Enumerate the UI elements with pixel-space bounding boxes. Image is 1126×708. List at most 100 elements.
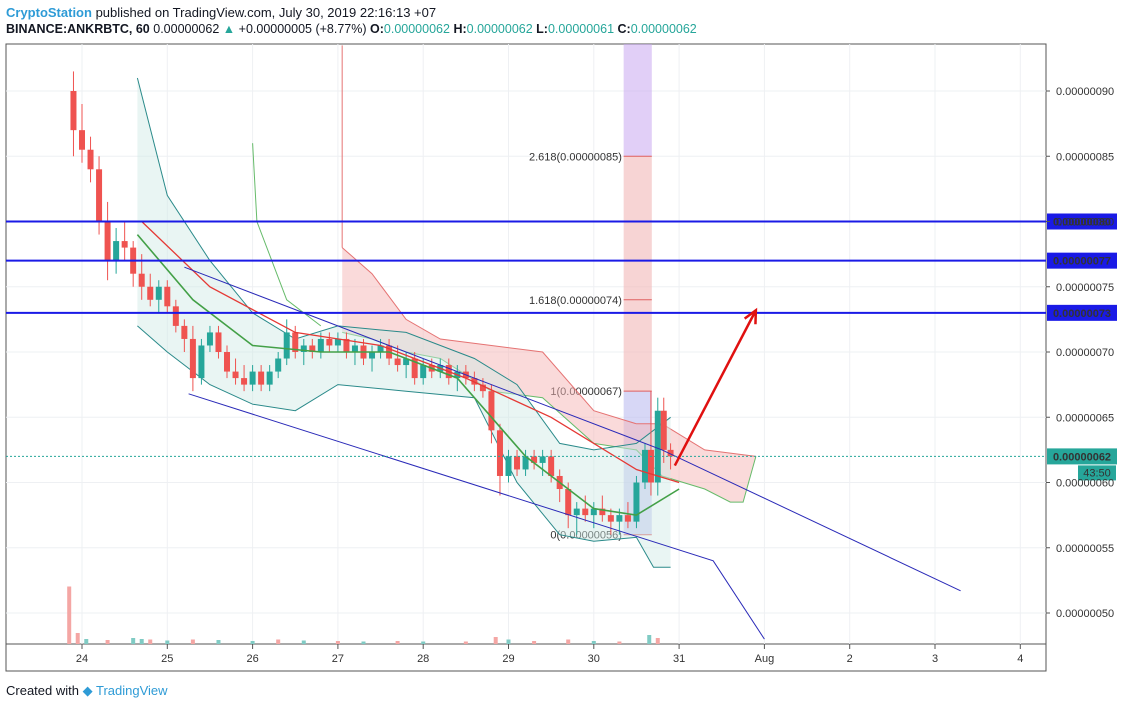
- x-tick-label: 4: [1017, 653, 1023, 665]
- volume-bar: [421, 641, 426, 644]
- candle-body: [351, 345, 358, 352]
- candle-body: [488, 391, 495, 431]
- volume-bar: [75, 633, 80, 644]
- candle-body: [317, 338, 324, 352]
- candle-body: [104, 221, 111, 261]
- x-tick-label: 24: [76, 653, 88, 665]
- level-badge: [1047, 213, 1117, 230]
- candle-body: [633, 482, 640, 522]
- created-with-label: Created with: [6, 683, 79, 698]
- candle-body: [334, 338, 341, 346]
- up-triangle-icon: ▲: [222, 22, 236, 36]
- candle-body: [403, 358, 410, 366]
- candle-body: [87, 149, 94, 170]
- candle-body: [343, 338, 350, 352]
- candle-body: [113, 241, 120, 261]
- fib-level-label: 0(0.00000056): [550, 530, 622, 542]
- y-tick-label: 0.00000065: [1056, 412, 1114, 424]
- volume-bar: [647, 635, 652, 644]
- candle-body: [607, 515, 614, 522]
- y-tick-label: 0.00000055: [1056, 543, 1114, 555]
- price-change: +0.00000005 (+8.77%): [238, 22, 367, 36]
- high-value: 0.00000062: [466, 22, 533, 36]
- candle-body: [411, 358, 418, 379]
- y-tick-label: 0.00000060: [1056, 478, 1114, 490]
- open-value: 0.00000062: [383, 22, 450, 36]
- x-tick-label: 29: [502, 653, 514, 665]
- candle-body: [121, 241, 128, 248]
- candle-body: [514, 456, 521, 470]
- author-name[interactable]: CryptoStation: [6, 5, 92, 20]
- candle-body: [660, 410, 667, 450]
- red-moving-average: [141, 221, 680, 484]
- candle-body: [198, 345, 205, 379]
- candle-body: [582, 508, 589, 516]
- arrow-head-icon: [743, 307, 758, 325]
- y-tick-label: 0.00000075: [1056, 282, 1114, 294]
- volume-bar: [105, 640, 110, 644]
- y-tick-label: 0.00000080: [1056, 217, 1114, 229]
- open-label: O:: [370, 22, 384, 36]
- candle-body: [548, 456, 555, 476]
- tradingview-brand[interactable]: TradingView: [96, 683, 168, 698]
- bollinger-fill: [137, 78, 671, 568]
- candle-body: [377, 345, 384, 352]
- candle-body: [479, 384, 486, 392]
- publish-info: published on TradingView.com, July 30, 2…: [95, 5, 437, 20]
- x-tick-label: 28: [417, 653, 429, 665]
- last-price-badge: [1047, 448, 1117, 465]
- candle-body: [420, 365, 427, 379]
- x-tick-label: 30: [588, 653, 600, 665]
- volume-bar: [84, 639, 89, 644]
- close-value: 0.00000062: [630, 22, 697, 36]
- volume-bar: [301, 640, 306, 644]
- candle-body: [70, 91, 77, 131]
- candle-body: [164, 286, 171, 307]
- candle-body: [292, 332, 299, 352]
- x-tick-label: 31: [673, 653, 685, 665]
- symbol-header: BINANCE:ANKRBTC, 60 0.00000062 ▲ +0.0000…: [6, 22, 697, 36]
- candle-body: [654, 410, 661, 483]
- lagging-line: [252, 143, 322, 327]
- candle-body: [309, 345, 316, 352]
- projection-arrow: [673, 309, 757, 467]
- volume-bar: [493, 637, 498, 644]
- candle-body: [283, 332, 290, 359]
- volume-bar: [617, 641, 622, 644]
- volume-bar: [335, 641, 340, 644]
- high-label: H:: [453, 22, 467, 36]
- footer: Created with ◆ TradingView: [6, 683, 168, 699]
- countdown-badge: [1078, 465, 1116, 481]
- y-tick-label: 0.00000085: [1056, 151, 1114, 163]
- volume-bar: [566, 639, 571, 644]
- candle-body: [79, 130, 85, 150]
- candle-body: [172, 306, 179, 326]
- close-label: C:: [617, 22, 631, 36]
- x-tick-label: 26: [246, 653, 258, 665]
- last-price: 0.00000062: [153, 22, 220, 36]
- level-badge: [1047, 252, 1117, 269]
- x-tick-label: 27: [332, 653, 344, 665]
- countdown-label: 43:50: [1083, 467, 1111, 479]
- x-tick-label: 3: [932, 653, 938, 665]
- x-tick-label: 25: [161, 653, 173, 665]
- bollinger-lower: [137, 325, 671, 568]
- tradingview-logo-icon: ◆: [82, 683, 93, 698]
- candle-body: [326, 338, 333, 346]
- cloud-top-line: [341, 247, 756, 457]
- candle-body: [275, 358, 282, 372]
- level-badge-label: 0.00000080: [1053, 217, 1111, 229]
- candle-body: [258, 371, 265, 385]
- volume-bar: [655, 638, 660, 644]
- channel-upper-line: [184, 266, 961, 592]
- green-moving-average: [136, 234, 680, 516]
- level-badge-label: 0.00000077: [1053, 256, 1111, 268]
- candle-body: [241, 378, 248, 385]
- candle-body: [616, 515, 623, 522]
- y-tick-label: 0.00000070: [1056, 347, 1114, 359]
- candle-body: [224, 352, 231, 372]
- cloud-area: [342, 247, 756, 503]
- low-label: L:: [536, 22, 548, 36]
- candle-body: [394, 358, 401, 366]
